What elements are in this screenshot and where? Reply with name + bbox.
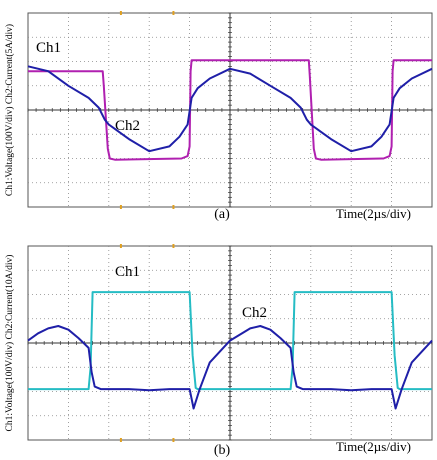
y-axis-label: Ch1:Voltage(100V/div) Ch2:Current(10A/di…: [4, 255, 15, 432]
series-label-ch1: Ch1: [115, 264, 140, 280]
trigger-marker: [172, 244, 175, 248]
panel-caption: (b): [214, 443, 231, 458]
y-axis-label: Ch1:Voltage(100V/div) Ch2:Current(5A/div…: [4, 24, 15, 196]
trigger-marker: [172, 11, 175, 15]
series-line-ch2: [27, 325, 433, 410]
trigger-marker: [119, 244, 122, 248]
trigger-marker: [172, 438, 175, 442]
x-axis-label: Time(2µs/div): [336, 439, 411, 454]
trigger-marker: [119, 205, 122, 209]
series-line-ch1: [28, 59, 432, 161]
series-line-ch2: [27, 65, 433, 153]
panel-a: Ch1 Ch2 Ch1:Voltage(100V/div) Ch2:Current(…: [4, 11, 433, 222]
trigger-marker: [119, 11, 122, 15]
series-line-ch1: [28, 291, 432, 391]
series-label-ch2: Ch2: [242, 305, 267, 321]
x-axis-label: Time(2µs/div): [336, 206, 411, 221]
trigger-marker: [119, 438, 122, 442]
series-label-ch1: Ch1: [36, 40, 61, 56]
trigger-marker: [172, 205, 175, 209]
panel-caption: (a): [214, 207, 230, 222]
panel-b: Ch1 Ch2 Ch1:Voltage(100V/div) Ch2:Current(…: [4, 244, 433, 458]
series-label-ch2: Ch2: [115, 118, 140, 134]
